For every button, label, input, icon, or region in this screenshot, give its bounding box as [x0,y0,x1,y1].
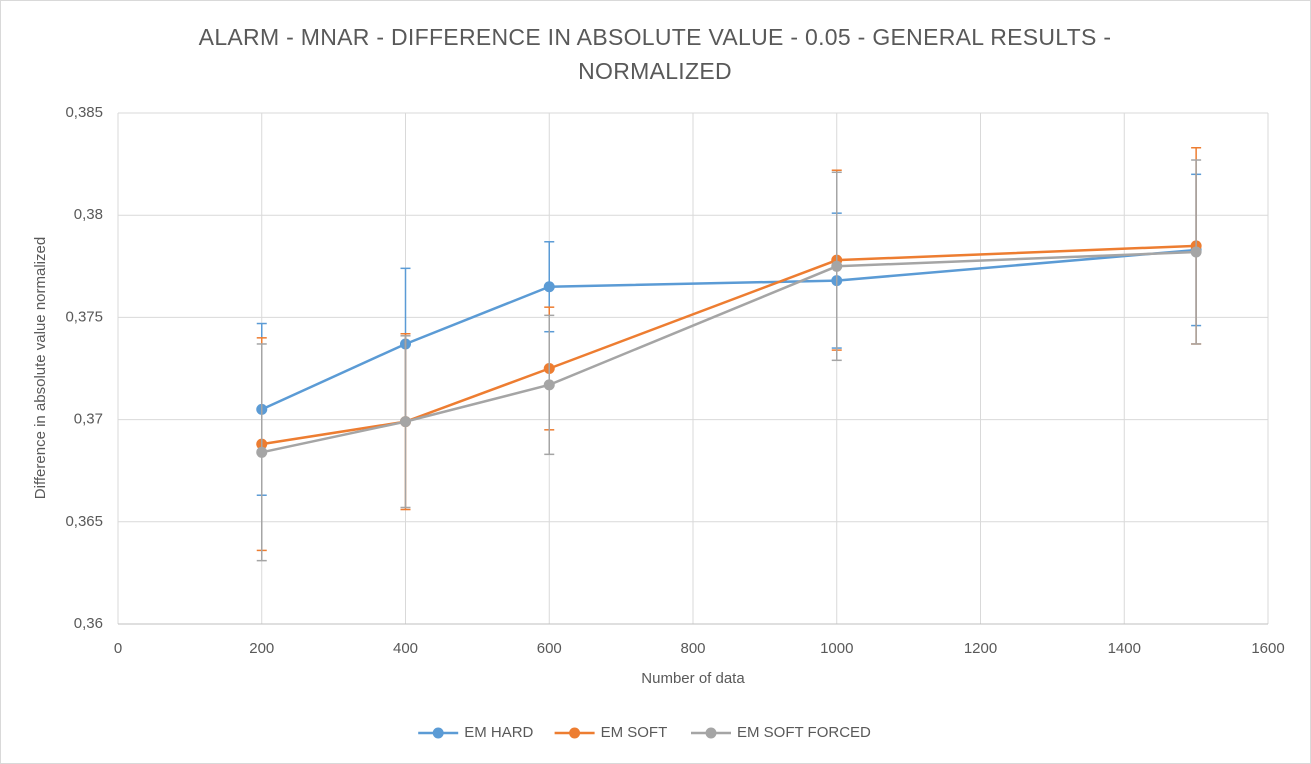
x-tick-label: 1000 [820,640,853,657]
chart-title: ALARM - MNAR - DIFFERENCE IN ABSOLUTE VA… [198,24,1112,84]
y-tick-label: 0,385 [65,104,103,121]
legend-label: EM SOFT FORCED [737,724,871,741]
x-tick-label: 400 [393,640,418,657]
legend-label: EM SOFT [601,724,668,741]
data-point [543,379,555,391]
data-point [831,260,843,272]
y-tick-label: 0,375 [65,308,103,325]
x-tick-label: 1600 [1251,640,1284,657]
x-tick-label: 200 [249,640,274,657]
legend-marker [432,727,444,739]
data-point [1190,246,1202,258]
y-tick-label: 0,36 [74,615,103,632]
x-tick-label: 1200 [964,640,997,657]
x-axis-title: Number of data [641,670,745,687]
y-axis-title: Difference in absolute value normalized [32,237,49,499]
data-point [256,446,268,458]
y-tick-label: 0,37 [74,411,103,428]
y-tick-label: 0,365 [65,513,103,530]
data-point [543,281,555,293]
y-tick-label: 0,38 [74,206,103,223]
legend-marker [705,727,717,739]
legend-marker [569,727,581,739]
x-tick-label: 1400 [1108,640,1141,657]
x-tick-label: 600 [537,640,562,657]
x-tick-label: 0 [114,640,122,657]
legend-label: EM HARD [464,724,533,741]
x-tick-label: 800 [680,640,705,657]
data-point [400,416,411,428]
